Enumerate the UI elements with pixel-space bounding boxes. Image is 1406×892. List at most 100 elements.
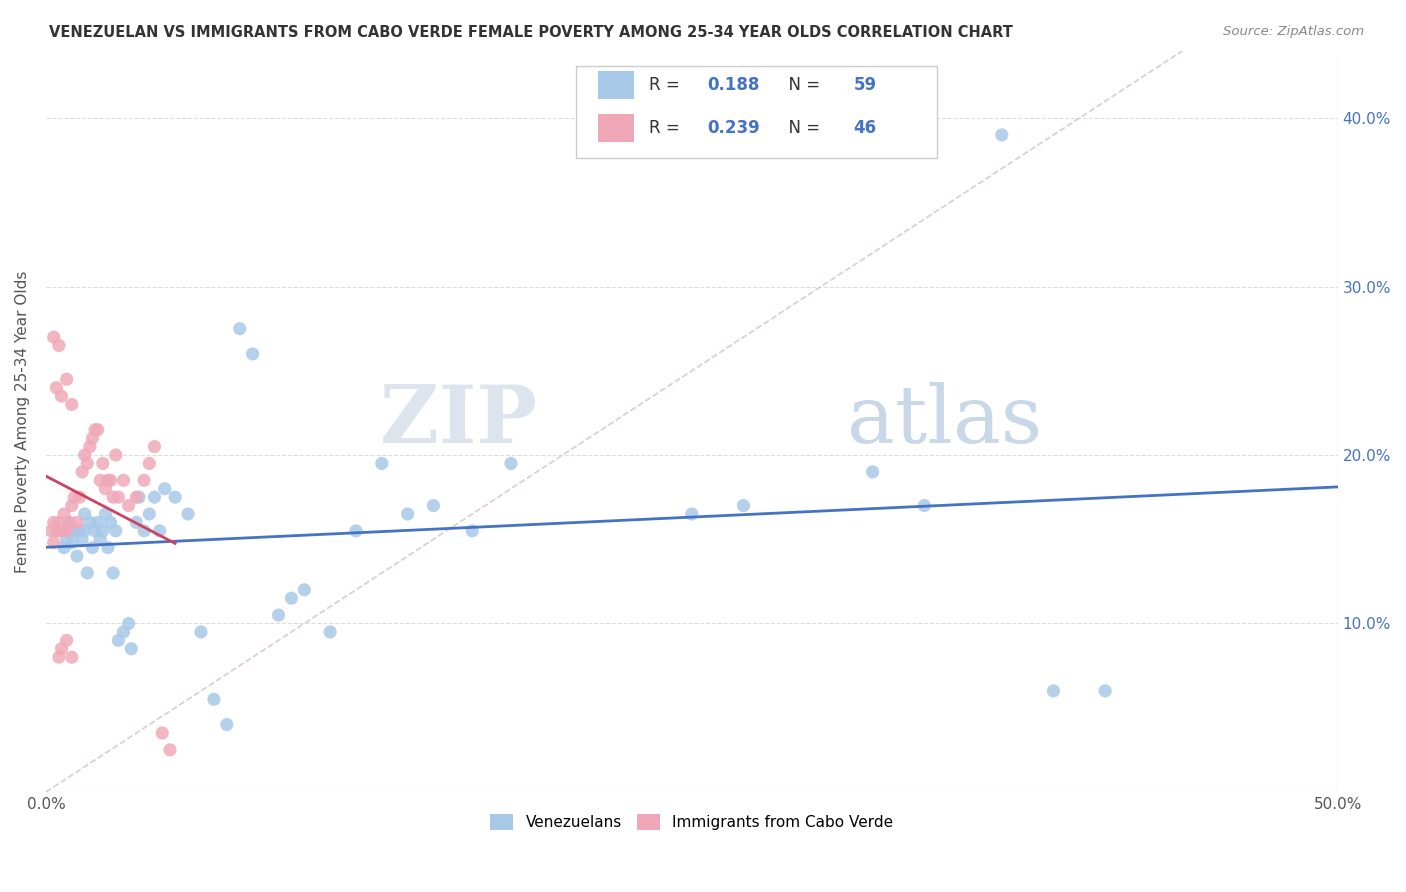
Point bbox=[125, 490, 148, 504]
Point bbox=[138, 457, 160, 471]
Point bbox=[63, 490, 86, 504]
Point bbox=[76, 457, 98, 471]
Point bbox=[165, 490, 187, 504]
Point bbox=[143, 490, 166, 504]
Point bbox=[66, 516, 89, 530]
Point bbox=[202, 692, 225, 706]
FancyBboxPatch shape bbox=[598, 71, 634, 99]
Point bbox=[319, 624, 342, 639]
Point bbox=[117, 616, 139, 631]
Point bbox=[499, 457, 522, 471]
Point bbox=[69, 524, 91, 538]
Point bbox=[58, 516, 80, 530]
Point bbox=[66, 549, 89, 563]
Point bbox=[912, 499, 935, 513]
Text: 0.188: 0.188 bbox=[707, 76, 759, 95]
Point bbox=[134, 473, 156, 487]
Point bbox=[101, 566, 124, 580]
Point bbox=[53, 507, 76, 521]
Text: 46: 46 bbox=[853, 119, 876, 136]
Point bbox=[51, 524, 73, 538]
Point bbox=[60, 499, 83, 513]
Point bbox=[143, 440, 166, 454]
Point bbox=[94, 507, 117, 521]
Text: R =: R = bbox=[650, 76, 685, 95]
Point bbox=[70, 533, 93, 547]
Point bbox=[82, 431, 104, 445]
Point bbox=[42, 535, 65, 549]
Point bbox=[55, 524, 77, 538]
Point bbox=[422, 499, 444, 513]
Point bbox=[149, 524, 172, 538]
Point bbox=[104, 448, 127, 462]
Point bbox=[73, 524, 96, 538]
Point bbox=[681, 507, 703, 521]
Point bbox=[60, 397, 83, 411]
Point bbox=[125, 516, 148, 530]
Point bbox=[112, 473, 135, 487]
Point bbox=[461, 524, 484, 538]
Point bbox=[84, 524, 107, 538]
Point bbox=[79, 516, 101, 530]
Point bbox=[51, 641, 73, 656]
Point bbox=[292, 582, 315, 597]
Text: R =: R = bbox=[650, 119, 685, 136]
Point bbox=[280, 591, 302, 606]
Point bbox=[86, 516, 108, 530]
Point bbox=[53, 541, 76, 555]
Point bbox=[150, 726, 173, 740]
Point bbox=[48, 524, 70, 538]
Point bbox=[58, 516, 80, 530]
Point bbox=[73, 448, 96, 462]
Text: 0.239: 0.239 bbox=[707, 119, 761, 136]
Point bbox=[39, 524, 62, 538]
Point bbox=[117, 499, 139, 513]
Point bbox=[89, 473, 111, 487]
Point bbox=[60, 535, 83, 549]
Point bbox=[89, 533, 111, 547]
Point bbox=[63, 524, 86, 538]
Point bbox=[991, 128, 1014, 142]
FancyBboxPatch shape bbox=[575, 65, 938, 158]
Point bbox=[60, 524, 83, 538]
Point bbox=[100, 473, 122, 487]
Point bbox=[55, 633, 77, 648]
Point bbox=[104, 524, 127, 538]
Point bbox=[120, 641, 142, 656]
Text: ZIP: ZIP bbox=[380, 383, 537, 460]
Point bbox=[48, 516, 70, 530]
Text: Source: ZipAtlas.com: Source: ZipAtlas.com bbox=[1223, 25, 1364, 38]
Point bbox=[70, 465, 93, 479]
FancyBboxPatch shape bbox=[598, 113, 634, 142]
Point bbox=[51, 389, 73, 403]
Point bbox=[94, 482, 117, 496]
Point bbox=[55, 372, 77, 386]
Point bbox=[91, 457, 114, 471]
Point bbox=[134, 524, 156, 538]
Point bbox=[215, 717, 238, 731]
Point bbox=[101, 490, 124, 504]
Point bbox=[153, 482, 176, 496]
Point bbox=[228, 321, 250, 335]
Point bbox=[242, 347, 264, 361]
Point bbox=[159, 743, 181, 757]
Text: atlas: atlas bbox=[846, 383, 1042, 460]
Point bbox=[267, 608, 290, 623]
Point bbox=[73, 507, 96, 521]
Point bbox=[79, 440, 101, 454]
Point bbox=[82, 541, 104, 555]
Legend: Venezuelans, Immigrants from Cabo Verde: Venezuelans, Immigrants from Cabo Verde bbox=[484, 808, 900, 836]
Point bbox=[190, 624, 212, 639]
Point bbox=[1042, 684, 1064, 698]
Point bbox=[48, 650, 70, 665]
Point bbox=[396, 507, 419, 521]
Point bbox=[91, 524, 114, 538]
Point bbox=[55, 533, 77, 547]
Text: VENEZUELAN VS IMMIGRANTS FROM CABO VERDE FEMALE POVERTY AMONG 25-34 YEAR OLDS CO: VENEZUELAN VS IMMIGRANTS FROM CABO VERDE… bbox=[49, 25, 1014, 40]
Point bbox=[107, 490, 129, 504]
Point bbox=[45, 524, 67, 538]
Text: 59: 59 bbox=[853, 76, 876, 95]
Point bbox=[86, 423, 108, 437]
Point bbox=[42, 516, 65, 530]
Y-axis label: Female Poverty Among 25-34 Year Olds: Female Poverty Among 25-34 Year Olds bbox=[15, 270, 30, 573]
